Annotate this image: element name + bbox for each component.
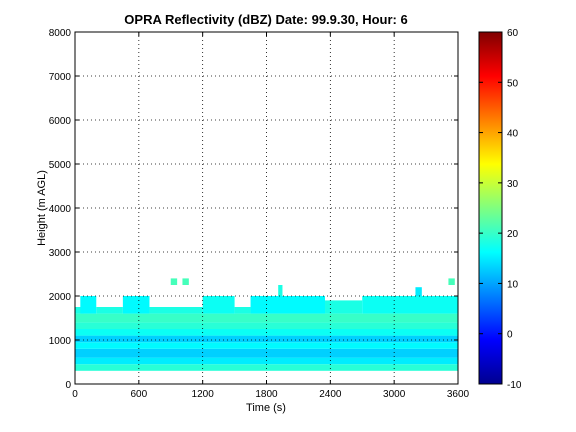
echo-layer — [75, 364, 458, 371]
colorbar-tick-label: 60 — [507, 28, 519, 39]
x-axis-label: Time (s) — [246, 402, 286, 414]
colorbar-tick-label: 40 — [507, 129, 519, 140]
y-tick-label: 7000 — [49, 72, 72, 83]
echo-top — [96, 307, 123, 314]
echo-layer — [75, 313, 458, 323]
y-tick-label: 0 — [65, 380, 71, 391]
x-tick-label: 600 — [130, 389, 147, 400]
echo-top — [234, 307, 251, 314]
y-tick-label: 6000 — [49, 116, 72, 127]
echo-layer — [75, 335, 458, 343]
x-tick-label: 3000 — [383, 389, 406, 400]
y-tick-labels: 0 1000 2000 3000 4000 5000 6000 7000 8000 — [49, 28, 72, 391]
x-tick-label: 1200 — [192, 389, 215, 400]
tick-marks — [74, 31, 459, 385]
colorbar-tick-label: 50 — [507, 78, 519, 89]
echo-top — [278, 285, 283, 296]
colorbar-tick-label: 30 — [507, 179, 519, 190]
colorbar-tick-label: 0 — [507, 330, 513, 341]
echo-layer — [75, 348, 458, 358]
x-tick-labels: 0 600 1200 1800 2400 3000 3600 — [72, 389, 469, 400]
y-tick-label: 5000 — [49, 160, 72, 171]
echo-top — [149, 307, 203, 314]
echo-top — [75, 307, 84, 314]
x-tick-label: 0 — [72, 389, 78, 400]
colorbar-gradient — [478, 31, 503, 385]
y-axis-label: Height (m AGL) — [36, 170, 48, 246]
echo-top — [415, 287, 422, 296]
chart-title: OPRA Reflectivity (dBZ) Date: 99.9.30, H… — [124, 12, 407, 27]
colorbar-tick-label: 20 — [507, 229, 519, 240]
colorbar-tick-label: -10 — [507, 380, 522, 391]
y-tick-label: 1000 — [49, 336, 72, 347]
echo-top — [325, 300, 363, 314]
x-tick-label: 3600 — [447, 389, 470, 400]
echo-top — [250, 296, 326, 314]
echo-top — [182, 278, 189, 285]
y-tick-label: 4000 — [49, 204, 72, 215]
y-tick-label: 8000 — [49, 28, 72, 39]
echo-top — [170, 278, 178, 285]
x-tick-label: 2400 — [319, 389, 342, 400]
heatmap-cells — [75, 278, 458, 371]
plot-area: 0 600 1200 1800 2400 3000 3600 0 1000 2000 3000 40… — [49, 28, 470, 400]
grid-lines — [75, 32, 458, 384]
y-tick-label: 2000 — [49, 292, 72, 303]
echo-top — [80, 296, 97, 314]
colorbar: -10 0 10 20 30 40 50 60 — [478, 28, 522, 391]
echo-top — [448, 278, 455, 285]
y-tick-label: 3000 — [49, 248, 72, 259]
echo-layer — [75, 342, 458, 349]
echo-top — [202, 296, 235, 314]
colorbar-ticks: -10 0 10 20 30 40 50 60 — [479, 28, 522, 391]
colorbar-tick-label: 10 — [507, 279, 519, 290]
echo-top — [362, 296, 458, 314]
x-tick-label: 1800 — [255, 389, 278, 400]
echo-top — [122, 296, 150, 314]
echo-layer — [75, 322, 458, 329]
